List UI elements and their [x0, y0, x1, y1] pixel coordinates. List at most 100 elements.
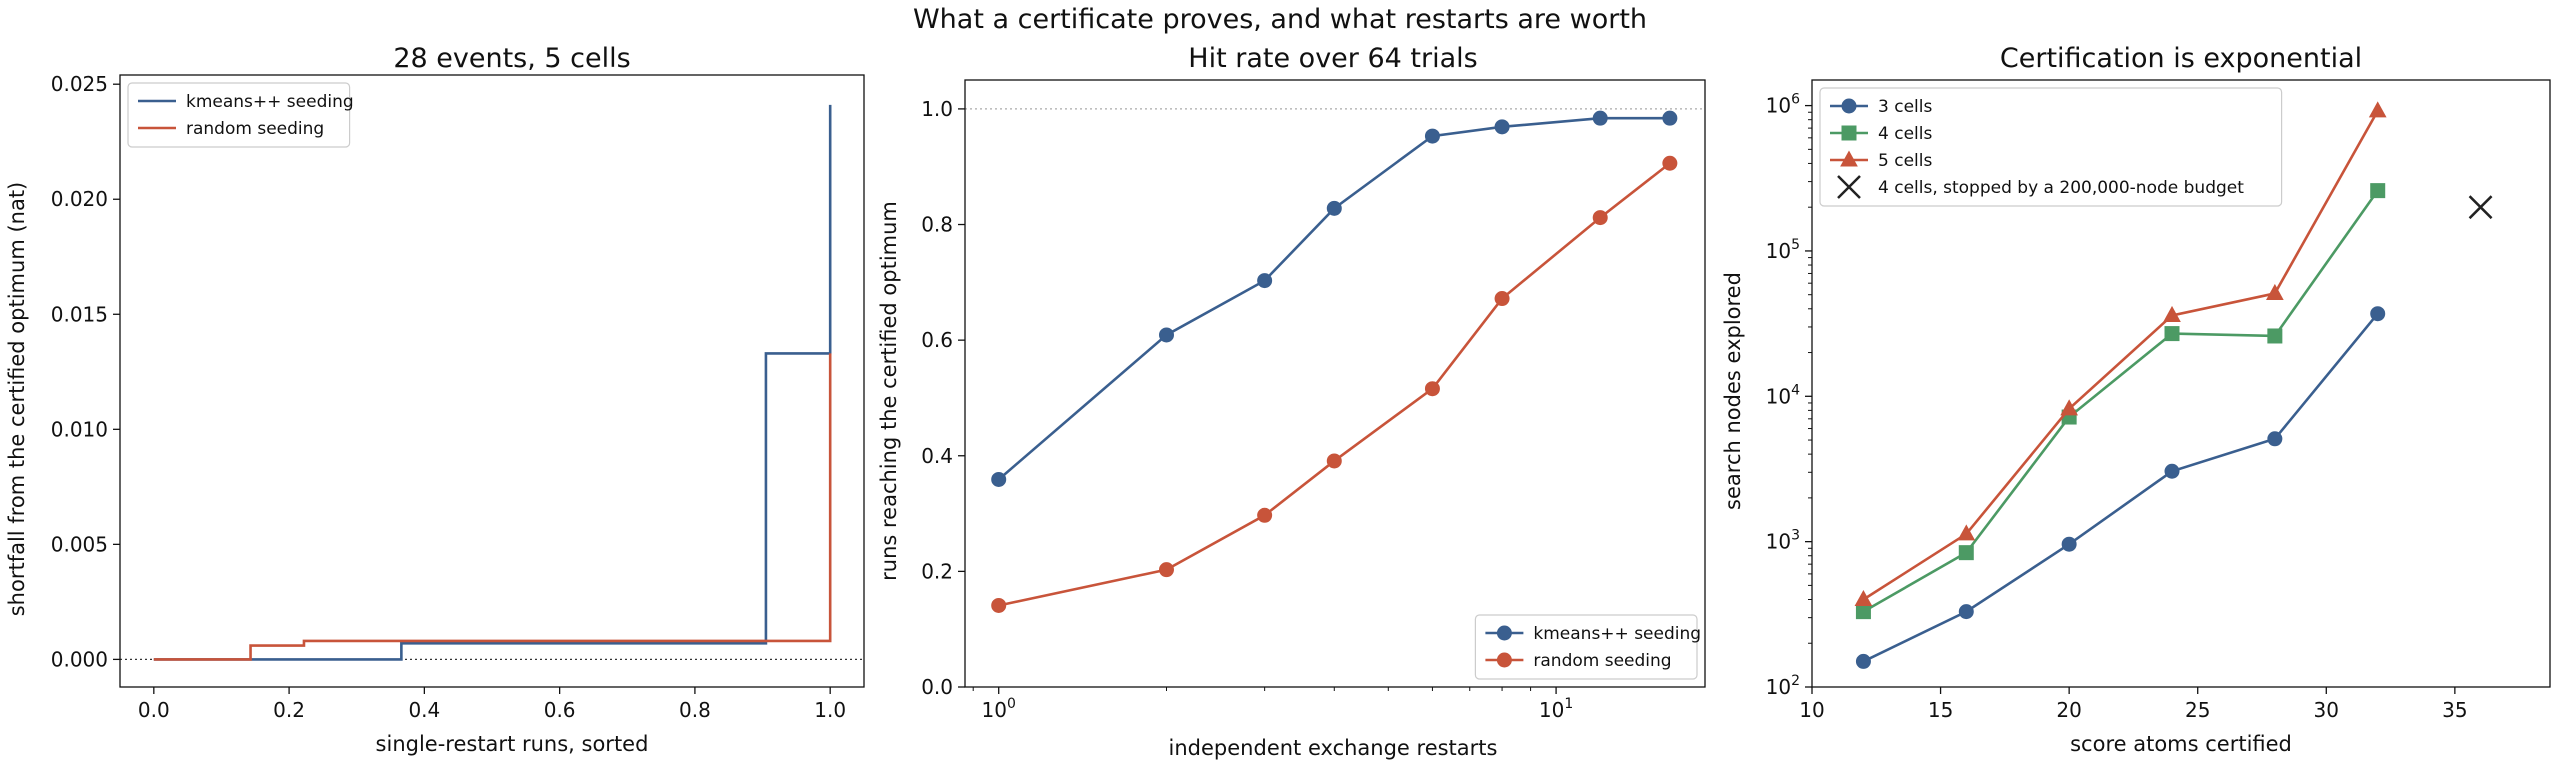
y-tick-label: 0.000 [51, 647, 108, 671]
data-point [1158, 327, 1174, 343]
legend: kmeans++ seeding random seeding [1474, 614, 1701, 680]
legend-label: 3 cells [1878, 97, 1932, 117]
x-tick-label: 0.2 [273, 698, 305, 722]
legend-marker [1840, 150, 1858, 167]
y-tick-label: 0.0 [921, 675, 953, 699]
data-point [2164, 463, 2180, 479]
x-tick-label: 10 [1799, 698, 1824, 722]
data-point [2267, 431, 2283, 447]
data-point [1957, 524, 1976, 541]
y-tick-label: 104 [1766, 382, 1800, 408]
data-point [1958, 604, 1974, 620]
data-point [1592, 210, 1608, 226]
annotation-marker [2468, 195, 2493, 220]
x-axis-label: score atoms certified [2070, 732, 2292, 756]
series-line [997, 116, 1670, 481]
series-line [153, 104, 832, 661]
data-point [1855, 604, 1871, 620]
x-tick-label: 30 [2314, 698, 2339, 722]
data-point [2061, 536, 2077, 552]
y-tick-label: 1.0 [921, 97, 953, 121]
data-point [1424, 128, 1440, 144]
data-point [1257, 273, 1273, 289]
y-tick-label: 102 [1766, 673, 1800, 699]
y-tick-label: 0.8 [921, 213, 953, 237]
legend-label: kmeans++ seeding [186, 92, 354, 112]
x-tick-label: 25 [2185, 698, 2210, 722]
legend-marker [1841, 98, 1857, 114]
legend-marker [1841, 125, 1857, 141]
x-tick-label: 100 [982, 696, 1016, 722]
y-tick-label: 0.010 [51, 417, 108, 441]
y-tick-label: 0.6 [921, 328, 953, 352]
x-tick-label: 15 [1928, 698, 1953, 722]
data-point [1424, 381, 1440, 397]
data-point [1855, 653, 1871, 669]
data-point [1326, 453, 1342, 469]
data-point [1494, 291, 1510, 307]
series-line [1862, 189, 2379, 613]
legend-marker [1496, 652, 1512, 668]
y-axis-label: shortfall from the certified optimum (na… [5, 182, 29, 617]
y-tick-label: 0.2 [921, 559, 953, 583]
data-point [991, 597, 1007, 613]
y-tick-label: 103 [1766, 528, 1800, 554]
data-point [2266, 283, 2284, 300]
y-axis-label: runs reaching the certified optimum [877, 201, 901, 581]
data-point [1494, 119, 1510, 135]
y-tick-label: 0.020 [51, 187, 108, 211]
data-point [2164, 326, 2180, 342]
data-point [2267, 328, 2283, 344]
y-tick-label: 106 [1766, 92, 1800, 118]
x-tick-label: 0.4 [408, 698, 440, 722]
legend-label: kmeans++ seeding [1533, 624, 1701, 644]
legend-label: 5 cells [1878, 151, 1932, 171]
data-point [2060, 399, 2078, 416]
legend-label: random seeding [186, 119, 324, 139]
legend-frame [127, 82, 351, 148]
panel-shortfall: 28 events, 5 cells single-restart runs, … [5, 43, 865, 756]
panel-hit-rate: Hit rate over 64 trials independent exch… [877, 43, 1706, 760]
data-point [2370, 306, 2386, 322]
x-tick-label: 0.0 [138, 698, 170, 722]
plot-frame [964, 79, 1706, 688]
legend-marker [1837, 175, 1861, 199]
x-tick-label: 35 [2442, 698, 2467, 722]
data-point [2163, 305, 2181, 322]
x-tick-label: 1.0 [814, 698, 846, 722]
panel-certification: Certification is exponential score atoms… [1721, 43, 2551, 756]
x-axis-label: independent exchange restarts [1169, 736, 1498, 760]
panel-title: 28 events, 5 cells [393, 43, 630, 74]
legend-label: 4 cells [1878, 124, 1932, 144]
series-line [1862, 110, 2379, 601]
series-line [998, 162, 1671, 607]
x-tick-label: 0.8 [679, 698, 711, 722]
series-line [153, 353, 832, 661]
data-point [991, 471, 1007, 487]
data-point [1257, 507, 1273, 523]
panel-title: Certification is exponential [2000, 43, 2362, 74]
y-tick-label: 0.025 [51, 72, 108, 96]
plot-frame [119, 74, 865, 688]
legend-frame [1474, 614, 1698, 680]
y-axis-label: search nodes explored [1721, 272, 1745, 510]
data-point [1662, 155, 1678, 171]
legend-frame [1819, 87, 2283, 207]
y-tick-label: 0.4 [921, 444, 953, 468]
legend-label: random seeding [1533, 651, 1671, 671]
legend-label: 4 cells, stopped by a 200,000-node budge… [1878, 178, 2244, 198]
legend-marker [1496, 625, 1512, 641]
series-line [1862, 312, 2379, 663]
legend: 3 cells 4 cells 5 cells 4 cells, stopped by… [1819, 87, 2283, 207]
x-tick-label: 0.6 [544, 698, 576, 722]
data-point [1592, 110, 1608, 126]
x-tick-label: 20 [2056, 698, 2081, 722]
y-tick-label: 105 [1766, 237, 1800, 263]
data-point [1326, 200, 1342, 216]
data-point [2368, 101, 2387, 118]
y-tick-label: 0.015 [51, 302, 108, 326]
data-point [2370, 183, 2386, 199]
x-axis-label: single-restart runs, sorted [376, 732, 649, 756]
data-point [1662, 110, 1678, 126]
